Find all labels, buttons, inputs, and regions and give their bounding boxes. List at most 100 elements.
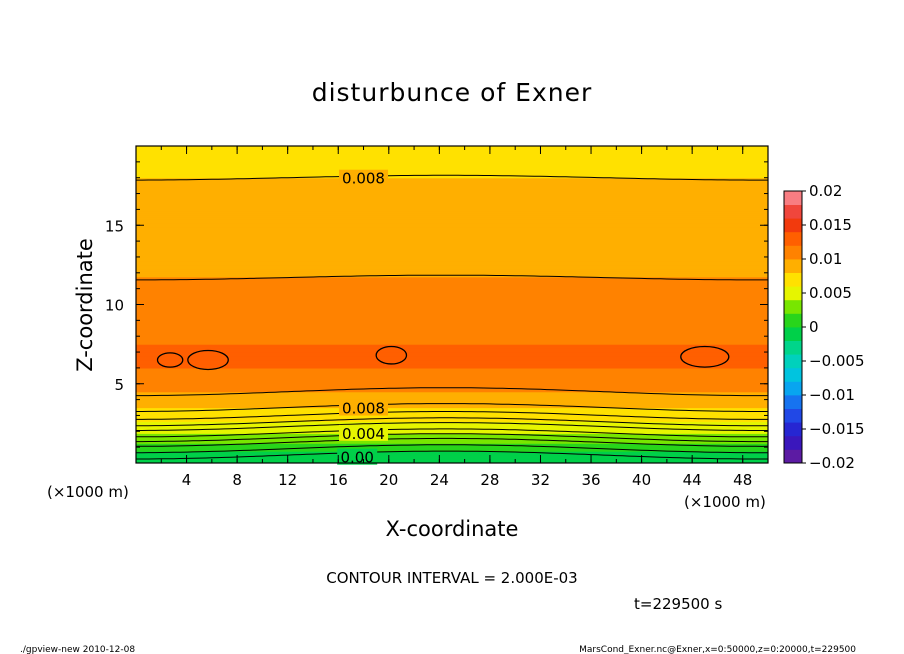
heatmap-cell <box>136 181 768 185</box>
heatmap-cell <box>136 227 768 230</box>
colorbar-segment <box>784 449 802 464</box>
heatmap-cell <box>136 278 768 282</box>
colorbar-segment <box>784 367 802 382</box>
closed-contour <box>156 352 184 368</box>
colorbar-segment <box>784 191 802 205</box>
colorbar-tick-label: −0.02 <box>809 454 855 472</box>
heatmap-cell <box>136 310 768 314</box>
contour-label: 0.008 <box>339 169 389 188</box>
heatmap-cell <box>136 385 768 389</box>
heatmap-cell <box>136 326 768 329</box>
contour-line <box>136 450 768 460</box>
heatmap-cell <box>136 457 768 460</box>
heatmap-cell <box>136 344 768 347</box>
heatmap-cell <box>136 284 768 288</box>
heatmap-cell <box>136 435 768 438</box>
contour-line <box>136 417 768 427</box>
y-tick-label: 5 <box>114 376 124 394</box>
heatmap-cell <box>136 405 768 409</box>
heatmap-cell <box>136 167 768 171</box>
heatmap-cell <box>136 342 768 345</box>
heatmap-cell <box>136 298 768 302</box>
heatmap-cell <box>136 423 768 426</box>
heatmap-cell <box>136 207 768 210</box>
heatmap-cell <box>136 256 768 260</box>
colorbar-segment <box>784 299 802 314</box>
heatmap-cell <box>136 254 768 258</box>
heatmap-cell <box>136 290 768 294</box>
heatmap-cell <box>136 348 768 351</box>
heatmap-cell <box>136 205 768 209</box>
contour-label-bg <box>339 169 389 186</box>
contour-line <box>136 437 768 447</box>
contour-line <box>136 403 768 412</box>
heatmap-cell <box>136 268 768 272</box>
heatmap-cell <box>136 320 768 323</box>
contour-label-bg <box>337 448 378 465</box>
heatmap-cell <box>136 199 768 203</box>
colorbar-segment <box>784 204 802 219</box>
heatmap-cell <box>136 397 768 401</box>
x-tick-label: 44 <box>683 471 702 489</box>
colorbar-segment <box>784 327 802 341</box>
heatmap-cell <box>136 151 768 155</box>
footer-left: ./gpview-new 2010-12-08 <box>20 645 135 654</box>
x-tick-label: 20 <box>379 471 398 489</box>
heatmap-cell <box>136 417 768 421</box>
contour-line <box>136 444 768 454</box>
x-unit-label: (×1000 m) <box>684 493 766 511</box>
heatmap-cell <box>136 280 768 284</box>
heatmap-cell <box>136 429 768 432</box>
heatmap-cell <box>136 231 768 234</box>
heatmap-cell <box>136 245 768 248</box>
heatmap-cell <box>136 340 768 343</box>
heatmap-cell <box>136 274 768 278</box>
colorbar: 0.02 0.015 0.01 0.005 0 −0.005 −0.01 −0.015 −0.0… <box>783 182 865 472</box>
contour-line <box>136 274 768 281</box>
colorbar-tick-label: 0.02 <box>809 182 842 200</box>
heatmap-cell <box>136 252 768 256</box>
heatmap-cell <box>136 189 768 193</box>
heatmap-cell <box>136 363 768 367</box>
heatmap-cell <box>136 336 768 339</box>
heatmap-cell <box>136 159 768 163</box>
footer-right: MarsCond_Exner.nc@Exner,x=0:50000,z=0:20… <box>579 645 856 654</box>
y-tick-label: 15 <box>105 217 124 235</box>
heatmap-cell <box>136 197 768 201</box>
heatmap-cell <box>136 393 768 397</box>
heatmap-cell <box>136 183 768 187</box>
colorbar-segment <box>784 381 802 396</box>
contour-line <box>136 411 768 420</box>
heatmap-cell <box>136 316 768 319</box>
chart-title: disturbunce of Exner <box>312 78 593 107</box>
heatmap-cell <box>136 251 768 254</box>
heatmap-cell <box>136 407 768 411</box>
heatmap-cell <box>136 179 768 183</box>
heatmap-cell <box>136 419 768 422</box>
heatmap-cell <box>136 403 768 407</box>
contour-lines <box>136 174 768 460</box>
heatmap-cell <box>136 233 768 236</box>
heatmap-cell <box>136 171 768 175</box>
contour-line <box>136 428 768 438</box>
time-text: t=229500 s <box>634 595 722 613</box>
heatmap-cell <box>136 213 768 216</box>
heatmap-cell <box>136 373 768 377</box>
heatmap-cell <box>136 296 768 300</box>
heatmap-cell <box>136 243 768 246</box>
x-tick-label: 8 <box>232 471 242 489</box>
heatmap-cell <box>136 191 768 195</box>
heatmap-cell <box>136 352 768 355</box>
heatmap-cell <box>136 169 768 173</box>
colorbar-tick-label: 0.015 <box>809 216 852 234</box>
heatmap-cell <box>136 346 768 349</box>
heatmap-cell <box>136 328 768 331</box>
heatmap-cell <box>136 187 768 191</box>
heatmap-cell <box>136 272 768 276</box>
heatmap-cell <box>136 165 768 169</box>
heatmap-cell <box>136 201 768 205</box>
colorbar-segment <box>784 286 802 301</box>
heatmap-cell <box>136 389 768 393</box>
heatmap-cell <box>136 229 768 232</box>
